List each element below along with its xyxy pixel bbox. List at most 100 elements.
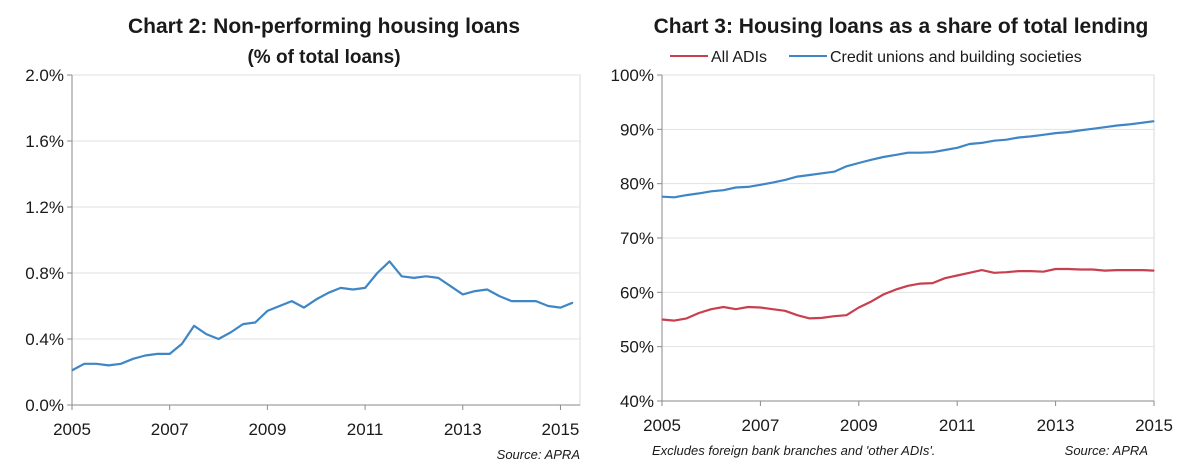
chart3-data-point <box>1128 123 1130 125</box>
chart-3-note: Excludes foreign bank branches and 'othe… <box>652 443 935 458</box>
chart3-data-point <box>968 143 971 145</box>
chart3-data-point <box>870 159 872 161</box>
chart3-data-point <box>747 186 749 188</box>
chart3-data-point <box>722 306 725 308</box>
chart3-data-point <box>858 162 860 164</box>
chart3-data-point <box>1079 268 1081 271</box>
chart3-y-tick-label: 50% <box>620 338 654 357</box>
chart3-data-point <box>821 172 823 174</box>
chart-3-series <box>661 120 1155 322</box>
chart2-series-line-0 <box>71 260 574 372</box>
chart3-data-point <box>944 149 946 151</box>
chart3-data-point <box>784 179 786 181</box>
chart2-data-point <box>95 363 97 365</box>
chart-2-panel: Chart 2: Non-performing housing loans (%… <box>25 15 581 459</box>
chart-3-legend: All ADIs Credit unions and building soci… <box>670 49 1082 66</box>
chart3-data-point <box>1091 268 1094 271</box>
chart3-data-point <box>1104 270 1106 272</box>
chart3-data-point <box>956 147 958 149</box>
chart3-data-point <box>772 308 774 310</box>
chart3-data-point <box>907 152 909 154</box>
chart3-x-tick-label: 2013 <box>1037 416 1075 435</box>
chart3-data-point <box>845 165 848 167</box>
chart2-data-point <box>144 354 146 357</box>
chart2-data-point <box>498 295 500 297</box>
chart2-data-point <box>193 325 195 327</box>
chart3-data-point <box>809 174 811 176</box>
chart2-x-tick-label: 2005 <box>53 420 91 439</box>
chart3-x-tick-label: 2015 <box>1135 416 1173 435</box>
chart3-data-point <box>1005 139 1007 141</box>
chart3-data-point <box>833 171 835 173</box>
chart2-data-point <box>450 285 452 287</box>
chart2-data-point <box>205 333 207 335</box>
chart3-data-point <box>870 301 872 303</box>
chart2-data-point <box>217 338 220 340</box>
chart3-data-point <box>993 140 995 142</box>
chart2-data-point <box>279 305 281 307</box>
chart2-data-point <box>523 300 525 302</box>
chart2-data-point <box>413 277 415 279</box>
chart3-data-point <box>686 317 688 319</box>
chart3-series-line-1 <box>661 120 1155 199</box>
chart3-data-point <box>919 283 921 285</box>
chart3-data-point <box>981 142 983 144</box>
legend-label-all-adis: All ADIs <box>711 49 767 66</box>
chart3-data-point <box>1067 131 1069 133</box>
chart2-data-point <box>462 293 464 295</box>
chart-3-grid <box>662 74 1154 348</box>
chart3-data-point <box>1042 134 1044 136</box>
chart2-data-point <box>486 288 488 291</box>
chart3-y-tick-label: 70% <box>620 229 654 248</box>
chart3-data-point <box>735 308 737 310</box>
chart3-y-tick-label: 90% <box>620 120 654 139</box>
chart-3-source: Source: APRA <box>1065 443 1148 458</box>
chart2-y-tick-label: 2.0% <box>25 66 64 85</box>
chart2-data-point <box>83 363 85 365</box>
chart3-x-tick-label: 2007 <box>741 416 779 435</box>
chart2-y-tick-label: 1.2% <box>25 198 64 217</box>
chart3-data-point <box>1067 268 1069 270</box>
chart2-x-tick-label: 2009 <box>248 420 286 439</box>
chart3-data-point <box>1042 271 1044 273</box>
chart3-data-point <box>1153 120 1155 122</box>
chart3-data-point <box>1079 129 1081 131</box>
chart2-data-point <box>181 343 183 345</box>
chart3-data-point <box>1030 270 1032 272</box>
chart-3-x-axis: 2005 2007 2009 2011 2013 2015 <box>643 400 1173 435</box>
chart3-data-point <box>1091 128 1094 130</box>
chart3-data-point <box>710 190 712 192</box>
chart2-data-point <box>266 310 268 312</box>
chart2-data-point <box>327 292 329 294</box>
chart2-y-tick-label: 0.0% <box>25 396 64 415</box>
legend-label-credit-unions: Credit unions and building societies <box>830 49 1082 66</box>
chart3-data-point <box>1055 132 1057 134</box>
chart2-data-point <box>132 358 134 360</box>
chart3-data-point <box>673 320 675 322</box>
chart2-data-point <box>340 287 342 289</box>
chart2-data-point <box>388 260 391 262</box>
chart3-data-point <box>710 308 712 310</box>
chart3-data-point <box>1030 135 1032 137</box>
chart3-y-tick-label: 40% <box>620 392 654 411</box>
chart3-data-point <box>821 317 823 319</box>
chart3-data-point <box>796 176 798 178</box>
chart3-data-point <box>907 285 909 287</box>
chart-3-y-axis: 40% 50% 60% 70% 80% 90% 100% <box>611 66 663 411</box>
chart3-y-tick-label: 80% <box>620 175 654 194</box>
chart3-data-point <box>1128 269 1130 271</box>
chart3-data-point <box>1005 271 1007 273</box>
chart2-y-tick-label: 1.6% <box>25 132 64 151</box>
chart3-data-point <box>759 306 761 309</box>
chart2-data-point <box>559 307 562 309</box>
chart2-data-point <box>535 300 537 302</box>
chart3-data-point <box>919 152 921 154</box>
chart2-data-point <box>352 288 354 291</box>
chart-2-grid <box>72 74 580 340</box>
chart-3-panel: Chart 3: Housing loans as a share of tot… <box>590 0 1177 459</box>
chart-2-title: Chart 2: Non-performing housing loans <box>128 15 520 38</box>
chart2-data-point <box>156 353 159 355</box>
chart3-data-point <box>956 274 958 277</box>
chart-3-title: Chart 3: Housing loans as a share of tot… <box>654 15 1149 38</box>
